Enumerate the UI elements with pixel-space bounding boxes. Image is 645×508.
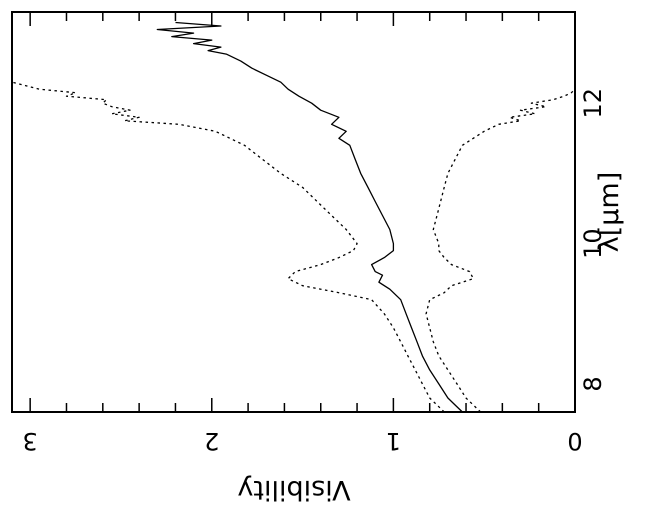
x-tick-label: 10 [579, 228, 607, 259]
x-tick-label: 12 [579, 88, 607, 119]
series-line-2 [11, 81, 445, 413]
series-line-1 [156, 21, 463, 413]
y-tick-label: 3 [23, 427, 38, 455]
plot-frame [11, 11, 576, 413]
series-layer [11, 21, 576, 413]
y-tick-label: 2 [204, 427, 219, 455]
y-tick-label: 1 [386, 427, 401, 455]
y-axis-title: Visibility [237, 474, 350, 505]
x-tick-label: 8 [579, 376, 607, 391]
series-line-3 [425, 88, 576, 413]
x-axis-title: λ[μm] [594, 172, 625, 253]
y-tick-label: 0 [567, 427, 582, 455]
